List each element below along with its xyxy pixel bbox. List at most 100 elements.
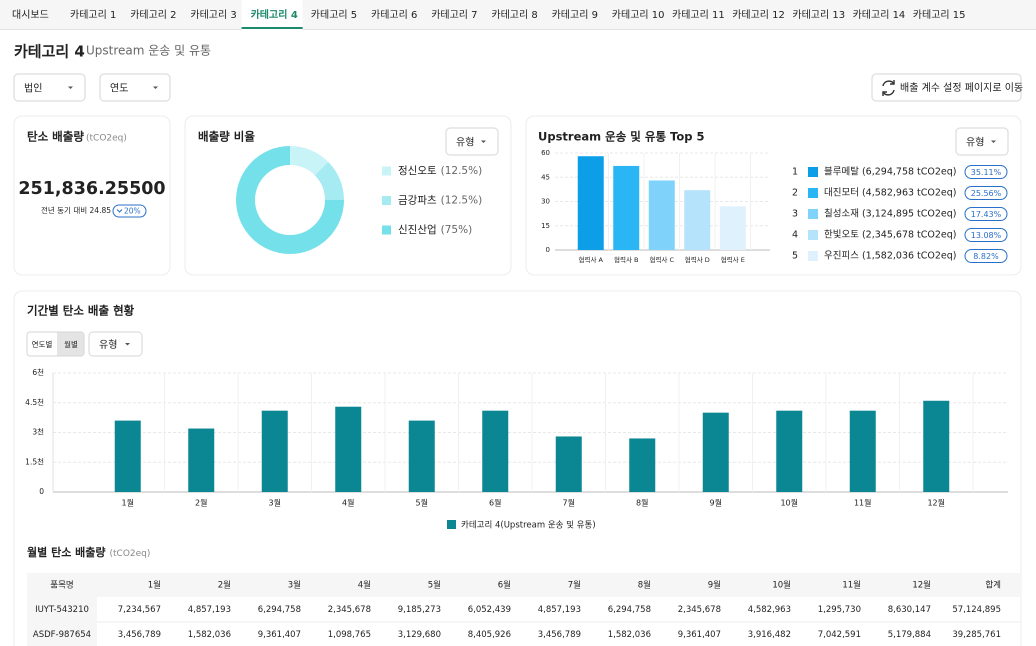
y-tick-label: 45 xyxy=(541,173,550,181)
filters: 법인 연도 xyxy=(13,73,171,102)
legend-swatch xyxy=(382,196,391,205)
card-unit: (tCO2eq) xyxy=(86,134,127,144)
table-cell: 4,857,193 xyxy=(538,605,581,615)
select-label: 유형 xyxy=(99,339,117,351)
tab[interactable]: 대시보드 xyxy=(12,9,49,21)
table-header-cell: 5월 xyxy=(428,580,441,591)
tab[interactable]: 카테고리 7 xyxy=(431,9,477,21)
y-tick-label: 60 xyxy=(541,149,550,157)
rank-number: 5 xyxy=(792,251,798,262)
x-tick-label: 4월 xyxy=(342,498,354,508)
table-cell: 3,129,680 xyxy=(398,630,441,640)
tab[interactable]: 카테고리 5 xyxy=(311,9,357,21)
table-cell: 2,345,678 xyxy=(328,605,371,615)
rank-number: 2 xyxy=(792,188,798,199)
table-cell: IUYT-543210 xyxy=(35,605,89,615)
bar xyxy=(555,436,582,492)
legend-swatch xyxy=(382,225,391,235)
share-badge xyxy=(964,207,1008,221)
tab[interactable]: 카테고리 12 xyxy=(732,9,785,21)
x-tick-label: 12월 xyxy=(927,498,945,508)
rank-number: 4 xyxy=(792,230,798,241)
share-value: 25.56% xyxy=(971,189,1002,198)
rank-label: 블루메탈 (6,294,758 tCO2eq) xyxy=(824,166,957,178)
legend-value: (75%) xyxy=(441,224,473,236)
select-box[interactable] xyxy=(99,73,171,102)
toggle-option[interactable]: 연도별 xyxy=(32,339,53,349)
share-value: 8.82% xyxy=(973,252,999,261)
select-box[interactable] xyxy=(88,331,143,357)
y-tick-label: 30 xyxy=(541,198,550,206)
action-button-label: 배출 계수 설정 페이지로 이동 xyxy=(900,82,1023,94)
share-badge xyxy=(964,165,1008,179)
tab[interactable]: 카테고리 11 xyxy=(672,9,725,21)
tab[interactable]: 카테고리 9 xyxy=(552,9,598,21)
tab[interactable]: 카테고리 3 xyxy=(190,9,236,21)
table-cell: 39,285,761 xyxy=(952,630,1001,640)
table-cell: 1,295,730 xyxy=(818,605,861,615)
table-header-cell: 6월 xyxy=(498,580,511,591)
refresh-arrow xyxy=(890,80,895,85)
tab[interactable]: 카테고리 15 xyxy=(913,9,966,21)
emission-comparison: 전년 동기 대비 24.85 xyxy=(41,205,111,215)
table-cell: 6,052,439 xyxy=(468,605,511,615)
tab[interactable]: 카테고리 6 xyxy=(371,9,417,21)
select-label: 연도 xyxy=(110,83,128,95)
tab[interactable]: 카테고리 13 xyxy=(792,9,845,21)
x-tick-label: 협력사 E xyxy=(721,255,745,264)
x-tick-label: 협력사 A xyxy=(579,255,604,264)
legend-label: 신진산업 (75%) xyxy=(398,223,472,236)
x-tick-label: 협력사 D xyxy=(685,255,710,264)
donut-segment xyxy=(290,146,329,176)
tabs: 대시보드 카테고리 1 카테고리 2 카테고리 3 카테고리 4 카테고리 5 카테고리 6… xyxy=(12,0,966,30)
x-tick-label: 1월 xyxy=(122,498,134,508)
tab[interactable]: 카테고리 14 xyxy=(853,9,906,21)
active-tab[interactable] xyxy=(241,0,303,30)
refresh-arc xyxy=(882,89,895,96)
table-cell: 3,456,789 xyxy=(118,630,161,640)
table-cell: 5,179,884 xyxy=(888,630,931,640)
y-tick-label: 6천 xyxy=(32,367,44,377)
table-cell: 9,361,407 xyxy=(678,630,721,640)
caret xyxy=(125,343,130,346)
share-badge xyxy=(964,186,1008,200)
select-box[interactable] xyxy=(13,73,86,102)
rank-swatch xyxy=(808,188,818,198)
legend-label: 카테고리 4(Upstream 운송 및 유통) xyxy=(461,520,596,531)
y-tick-label: 3천 xyxy=(32,427,44,437)
card-title: 탄소 배출량 xyxy=(27,130,84,144)
rank-number: 3 xyxy=(792,209,798,220)
select-box[interactable] xyxy=(955,127,1009,156)
rank-label: 대진모터 (4,582,963 tCO2eq) xyxy=(824,188,957,199)
legend-name: 금강파츠 xyxy=(398,195,437,207)
bar xyxy=(849,410,876,492)
emission-card xyxy=(13,115,171,276)
rank-label: 우진피스 (1,582,036 tCO2eq) xyxy=(824,251,957,262)
select-box[interactable] xyxy=(445,127,499,156)
tab[interactable]: 카테고리 4 xyxy=(251,8,298,21)
rank-swatch xyxy=(808,251,818,261)
table-cell: 7,234,567 xyxy=(118,605,161,615)
donut-segment xyxy=(314,161,344,200)
table-cell: 6,294,758 xyxy=(608,605,651,615)
bar xyxy=(648,180,675,250)
table-cell: 8,630,147 xyxy=(888,605,931,615)
tab[interactable]: 카테고리 1 xyxy=(70,9,116,21)
x-tick-label: 10월 xyxy=(780,498,798,508)
monthly-table: 월별 탄소 배출량 (tCO2eq) 품목명 1월 2월 3월 4월 5월 6월 7월 8월 9월 10… xyxy=(27,545,1021,646)
action-button[interactable] xyxy=(871,73,1022,102)
bar xyxy=(482,410,509,492)
table-header-cell: 10월 xyxy=(772,580,791,591)
table-header-cell: 품목명 xyxy=(50,580,73,591)
tab[interactable]: 카테고리 10 xyxy=(612,9,665,21)
tab[interactable]: 카테고리 8 xyxy=(491,9,537,21)
table-header-cell: 11월 xyxy=(842,580,861,591)
toggle-option[interactable]: 월별 xyxy=(64,339,78,349)
tab[interactable]: 카테고리 2 xyxy=(130,9,176,21)
share-value: 13.08% xyxy=(971,231,1002,240)
toggle-active[interactable] xyxy=(57,332,84,356)
bar xyxy=(114,420,141,492)
